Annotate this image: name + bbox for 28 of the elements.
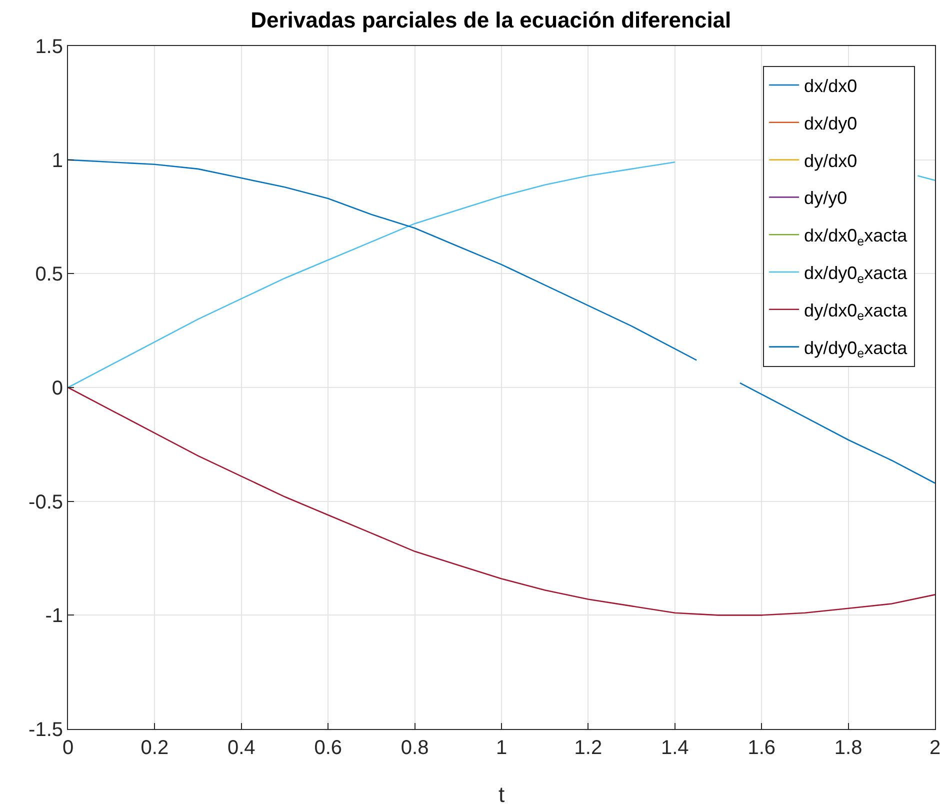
x-axis-title: t xyxy=(498,782,505,807)
line-series xyxy=(68,386,935,616)
x-tick-label: 1 xyxy=(496,737,508,759)
legend-label: dy/dy0$_{e}$xacta xyxy=(804,338,908,361)
y-tick-label: -1 xyxy=(45,605,63,628)
y-tick-label: 0.5 xyxy=(35,264,63,286)
legend-label: dy/dx0 xyxy=(804,150,858,171)
legend-label: dy/y0 xyxy=(804,188,848,208)
y-tick-label: -1.5 xyxy=(28,719,63,741)
x-tick-label: 0.8 xyxy=(400,737,429,759)
chart-title: Derivadas parciales de la ecuación diferencial xyxy=(250,8,732,33)
y-tick-label: 1 xyxy=(52,150,63,172)
legend-label: dx/dy0$_{e}$xacta xyxy=(804,263,908,286)
legend-label: dy/dx0$_{e}$xacta xyxy=(804,300,908,324)
x-tick-label: 0.4 xyxy=(227,737,256,759)
legend-label: dx/dy0 xyxy=(804,113,858,134)
x-tick-label: 1.6 xyxy=(748,737,776,759)
x-tick-label: 1.4 xyxy=(660,737,689,759)
y-tick-label: 1.5 xyxy=(35,36,63,58)
legend-label: dx/dx0$_{e}$xacta xyxy=(804,226,908,248)
legend-label: dx/dx0 xyxy=(804,76,858,96)
y-tick-label: 0 xyxy=(52,378,63,400)
y-tick-label: -0.5 xyxy=(28,491,63,514)
x-tick-label: 1.8 xyxy=(834,737,862,759)
x-tick-label: 0.2 xyxy=(140,737,169,759)
x-tick-label: 1.2 xyxy=(574,737,602,759)
x-tick-label: 2 xyxy=(929,737,941,759)
x-tick-label: 0.6 xyxy=(314,737,342,759)
